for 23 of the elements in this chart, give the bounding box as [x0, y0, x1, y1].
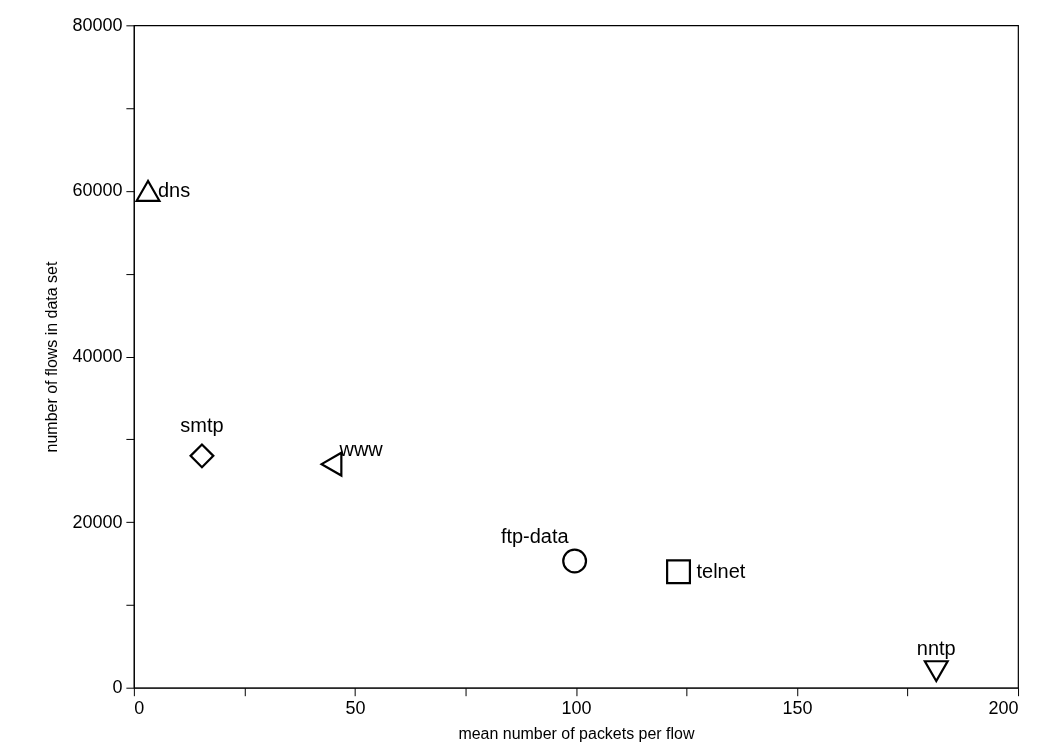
- series-label: nntp: [916, 637, 956, 660]
- x-axis-title: mean number of packets per flow: [458, 725, 695, 743]
- series-label: telnet: [696, 559, 746, 582]
- point: [923, 660, 949, 683]
- y-tick-label: 40000: [72, 346, 123, 367]
- point: [562, 548, 588, 574]
- y-tick-label: 0: [112, 677, 123, 698]
- y-tick-label: 60000: [72, 180, 123, 201]
- x-tick-label: 0: [134, 698, 145, 719]
- series-label: ftp-data: [500, 525, 570, 548]
- x-tick-label: 100: [561, 698, 592, 719]
- series-label: dns: [158, 178, 191, 201]
- point: [189, 443, 215, 469]
- y-tick-label: 20000: [72, 511, 123, 532]
- point: [135, 179, 161, 202]
- series-label: smtp: [180, 413, 224, 436]
- y-tick-label: 80000: [72, 14, 123, 35]
- point: [666, 559, 692, 585]
- x-tick-label: 50: [345, 698, 366, 719]
- x-tick-label: 150: [782, 698, 813, 719]
- y-axis-title: number of flows in data set: [43, 261, 61, 453]
- series-label: www: [338, 438, 384, 461]
- x-tick-label: 200: [988, 698, 1019, 719]
